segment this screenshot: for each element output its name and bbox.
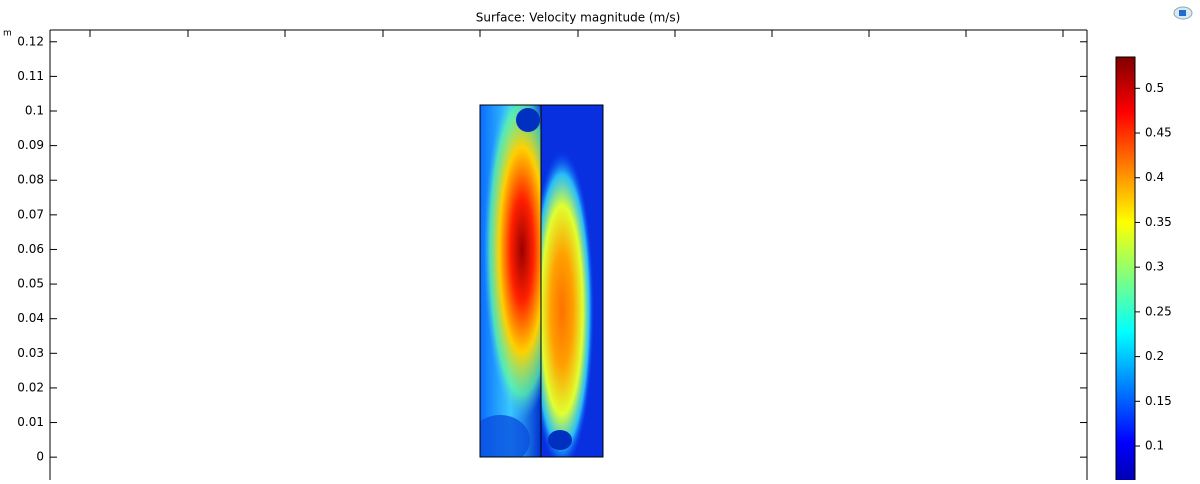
y-tick-label: 0.08 [17,173,44,187]
y-tick-label: 0.09 [17,138,44,152]
y-tick-label: 0.06 [17,242,44,256]
y-tick-label: 0.05 [17,277,44,291]
colorbar-tick-label: 0.15 [1145,394,1172,408]
y-tick-label: 0.03 [17,346,44,360]
toolbar-icon [1173,6,1193,20]
colorbar-tick-label: 0.35 [1145,215,1172,229]
colorbar-tick-label: 0.3 [1145,260,1164,274]
colorbar [1115,56,1136,484]
y-tick-label: 0.01 [17,415,44,429]
y-tick-label: 0.02 [17,380,44,394]
y-tick-label: 0 [36,450,44,464]
colorbar-tick-label: 0.25 [1145,304,1172,318]
colorbar-tick-label: 0.45 [1145,126,1172,140]
colorbar-tick-label: 0.1 [1145,439,1164,453]
y-unit: m [3,29,12,39]
y-tick-label: 0.11 [17,69,44,83]
y-tick-label: 0.1 [25,104,44,118]
y-tick-label: 0.12 [17,34,44,48]
colorbar-tick-label: 0.4 [1145,170,1164,184]
y-tick-label: 0.07 [17,207,44,221]
colorbar-tick-label: 0.2 [1145,349,1164,363]
colorbar-tick-label: 0.5 [1145,81,1164,95]
axes-frame [49,29,1088,480]
surface [479,104,604,458]
chart-title: Surface: Velocity magnitude (m/s) [476,11,681,25]
y-tick-label: 0.04 [17,311,44,325]
